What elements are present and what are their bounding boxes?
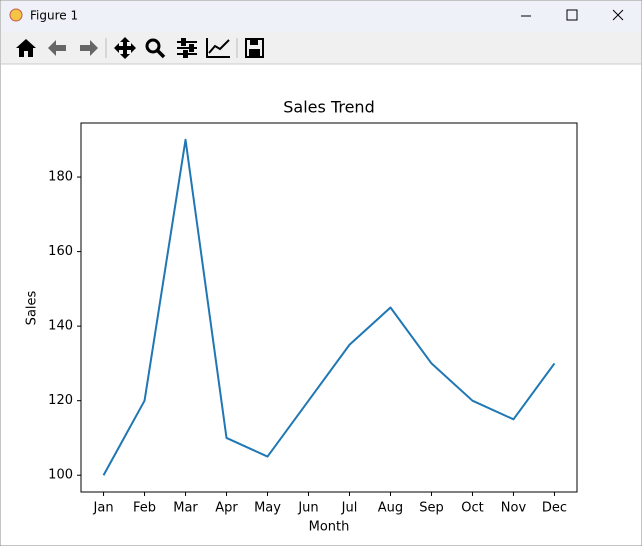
x-tick-label: Jan	[93, 501, 114, 516]
configure-button[interactable]	[177, 38, 197, 58]
zoom-button[interactable]	[145, 38, 166, 59]
x-tick-label: Dec	[542, 501, 567, 516]
x-tick-label: Feb	[133, 501, 156, 516]
y-tick-label: 160	[48, 244, 73, 259]
pan-button[interactable]	[114, 37, 136, 59]
window-title: Figure 1	[30, 9, 78, 23]
y-tick-label: 100	[48, 468, 73, 483]
maximize-button[interactable]	[566, 9, 578, 21]
x-axis-label: Month	[309, 520, 350, 535]
x-tick-label: Jun	[297, 501, 318, 516]
x-tick-label: Jul	[341, 501, 358, 516]
x-tick-label: Aug	[378, 501, 403, 516]
home-button[interactable]	[16, 39, 36, 57]
line	[102, 138, 556, 476]
back-button[interactable]	[48, 40, 66, 56]
plot-frame	[80, 122, 578, 493]
toolbar	[1, 32, 641, 64]
x-tick-label: Apr	[215, 501, 238, 516]
forward-button[interactable]	[80, 40, 98, 56]
x-tick-label: Mar	[173, 501, 198, 516]
x-tick-label: Nov	[501, 501, 527, 516]
y-tick-label: 180	[48, 170, 73, 185]
x-tick-label: Sep	[419, 501, 444, 516]
chart-title: Sales Trend	[283, 98, 374, 117]
save-button[interactable]	[245, 38, 264, 58]
title-bar	[1, 1, 641, 32]
y-tick-label: 140	[48, 319, 73, 334]
figure: Sales Trend Month Sales 100 120 140 160 180 J…	[25, 98, 578, 535]
x-tick-label: Oct	[461, 501, 483, 516]
x-tick-label: May	[254, 501, 281, 516]
app-icon	[9, 8, 23, 22]
edit-axes-button[interactable]	[206, 38, 230, 58]
y-tick-label: 120	[48, 393, 73, 408]
close-button[interactable]	[612, 9, 624, 21]
y-axis-label: Sales	[25, 290, 40, 325]
